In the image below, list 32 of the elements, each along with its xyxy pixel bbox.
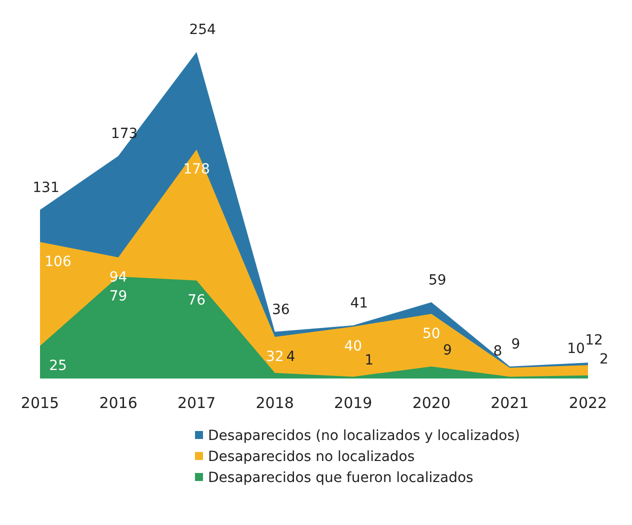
legend-label: Desaparecidos (no localizados y localizados) [208, 428, 520, 444]
data-label: 173 [110, 126, 138, 142]
x-tick-label: 2020 [412, 394, 451, 412]
data-label: 2 [600, 351, 608, 368]
data-label: 59 [428, 272, 446, 288]
data-label: 50 [422, 326, 440, 342]
data-label: 32 [266, 348, 284, 365]
data-label: 4 [286, 348, 296, 365]
x-tick-label: 2022 [568, 394, 608, 412]
x-tick-label: 2019 [334, 394, 372, 412]
data-label: 36 [272, 302, 290, 318]
data-label: 40 [344, 338, 362, 355]
data-label: 41 [350, 295, 368, 312]
data-label: 8 [493, 344, 502, 360]
data-label: 76 [188, 292, 206, 308]
data-label: 106 [44, 254, 72, 270]
data-label: 9 [442, 342, 452, 358]
data-label: 1 [364, 352, 374, 369]
data-label: 131 [32, 180, 60, 196]
x-tick-label: 2018 [256, 394, 294, 412]
x-tick-label: 2015 [20, 394, 60, 412]
data-label: 10 [567, 341, 585, 358]
data-label: 25 [49, 358, 67, 374]
x-tick-label: 2021 [490, 394, 529, 412]
x-tick-label: 2017 [177, 394, 216, 412]
data-label: 79 [109, 288, 128, 305]
data-label: 9 [511, 336, 520, 352]
data-label: 12 [585, 332, 603, 349]
x-tick-label: 2016 [99, 394, 138, 412]
legend-label: Desaparecidos que fueron localizados [208, 470, 474, 486]
data-label: 254 [189, 22, 216, 38]
legend-label: Desaparecidos no localizados [208, 449, 415, 465]
